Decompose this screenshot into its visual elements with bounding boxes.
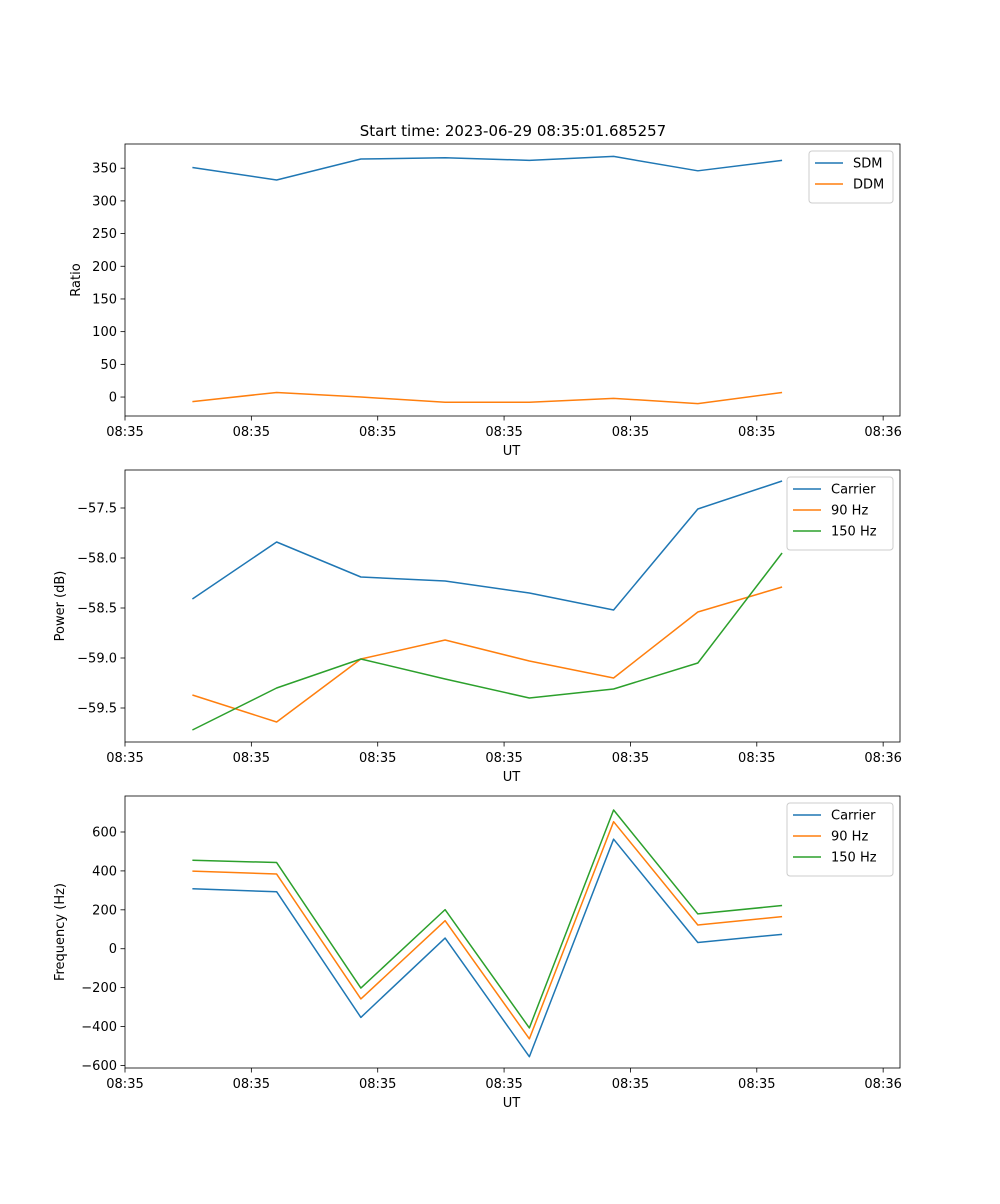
- chart-panel-1: 08:35 08:35 08:35 08:35 08:35 08:35 08:36 0 50 10…: [69, 144, 902, 459]
- y-axis-label: Ratio: [69, 263, 84, 296]
- chart-panel-2: 08:35 08:35 08:35 08:35 08:35 08:35 08:36 −59.5…: [53, 470, 902, 785]
- x-tick-label: 08:36: [864, 425, 901, 440]
- y-tick-label: −57.5: [77, 502, 117, 517]
- y-tick-label: 0: [109, 942, 117, 957]
- x-tick-label: 08:35: [612, 751, 649, 766]
- x-axis-label: UT: [503, 444, 521, 459]
- y-tick-label: 400: [92, 864, 117, 879]
- legend-label: Carrier: [831, 809, 876, 824]
- legend-label: SDM: [853, 157, 882, 172]
- legend: SDM DDM: [809, 151, 893, 203]
- y-tick-label: −58.5: [77, 602, 117, 617]
- y-tick-label: −600: [81, 1059, 117, 1074]
- y-tick-label: 200: [92, 903, 117, 918]
- x-tick-label: 08:35: [106, 425, 143, 440]
- x-tick-label: 08:36: [864, 751, 901, 766]
- axes-frame: [125, 796, 900, 1068]
- legend-label: DDM: [853, 178, 884, 193]
- y-tick-label: 200: [92, 260, 117, 275]
- x-tick-label: 08:35: [485, 425, 522, 440]
- x-tick-label: 08:35: [106, 1077, 143, 1092]
- x-tick-label: 08:35: [106, 751, 143, 766]
- axes-frame: [125, 470, 900, 742]
- series-line-carrier: [192, 481, 782, 610]
- figure-title: Start time: 2023-06-29 08:35:01.685257: [360, 122, 666, 140]
- chart-panel-3: 08:35 08:35 08:35 08:35 08:35 08:35 08:36 −600 −…: [53, 796, 902, 1111]
- x-tick-label: 08:35: [738, 751, 775, 766]
- series-line-sdm: [192, 156, 782, 180]
- x-tick-label: 08:35: [485, 751, 522, 766]
- x-tick-label: 08:35: [233, 425, 270, 440]
- y-tick-label: −400: [81, 1020, 117, 1035]
- legend-label: Carrier: [831, 483, 876, 498]
- y-tick-label: 350: [92, 162, 117, 177]
- y-tick-label: −58.0: [77, 552, 117, 567]
- x-tick-label: 08:35: [359, 751, 396, 766]
- x-tick-label: 08:35: [485, 1077, 522, 1092]
- x-tick-label: 08:35: [233, 751, 270, 766]
- x-tick-label: 08:35: [612, 1077, 649, 1092]
- x-tick-label: 08:35: [612, 425, 649, 440]
- y-tick-label: 250: [92, 227, 117, 242]
- y-tick-label: 600: [92, 825, 117, 840]
- legend-label: 90 Hz: [831, 504, 868, 519]
- x-tick-label: 08:35: [738, 425, 775, 440]
- series-line-90-hz: [192, 822, 782, 1039]
- y-axis-label: Power (dB): [53, 571, 68, 642]
- series-line-150-hz: [192, 553, 782, 730]
- x-tick-label: 08:35: [738, 1077, 775, 1092]
- y-tick-label: −200: [81, 981, 117, 996]
- series-line-ddm: [192, 392, 782, 403]
- x-tick-label: 08:36: [864, 1077, 901, 1092]
- x-axis-label: UT: [503, 1096, 521, 1111]
- legend: Carrier 90 Hz 150 Hz: [787, 803, 893, 876]
- y-tick-label: 150: [92, 292, 117, 307]
- x-tick-label: 08:35: [233, 1077, 270, 1092]
- y-tick-label: −59.5: [77, 702, 117, 717]
- series-line-carrier: [192, 839, 782, 1057]
- y-axis-label: Frequency (Hz): [53, 883, 68, 981]
- x-tick-label: 08:35: [359, 1077, 396, 1092]
- y-tick-label: −59.0: [77, 652, 117, 667]
- legend-label: 90 Hz: [831, 830, 868, 845]
- y-tick-label: 100: [92, 325, 117, 340]
- x-axis-label: UT: [503, 770, 521, 785]
- series-line-90-hz: [192, 587, 782, 722]
- axes-frame: [125, 144, 900, 416]
- legend: Carrier 90 Hz 150 Hz: [787, 477, 893, 550]
- legend-label: 150 Hz: [831, 525, 877, 540]
- y-tick-label: 50: [100, 358, 117, 373]
- y-tick-label: 0: [109, 391, 117, 406]
- legend-label: 150 Hz: [831, 851, 877, 866]
- y-tick-label: 300: [92, 194, 117, 209]
- x-tick-label: 08:35: [359, 425, 396, 440]
